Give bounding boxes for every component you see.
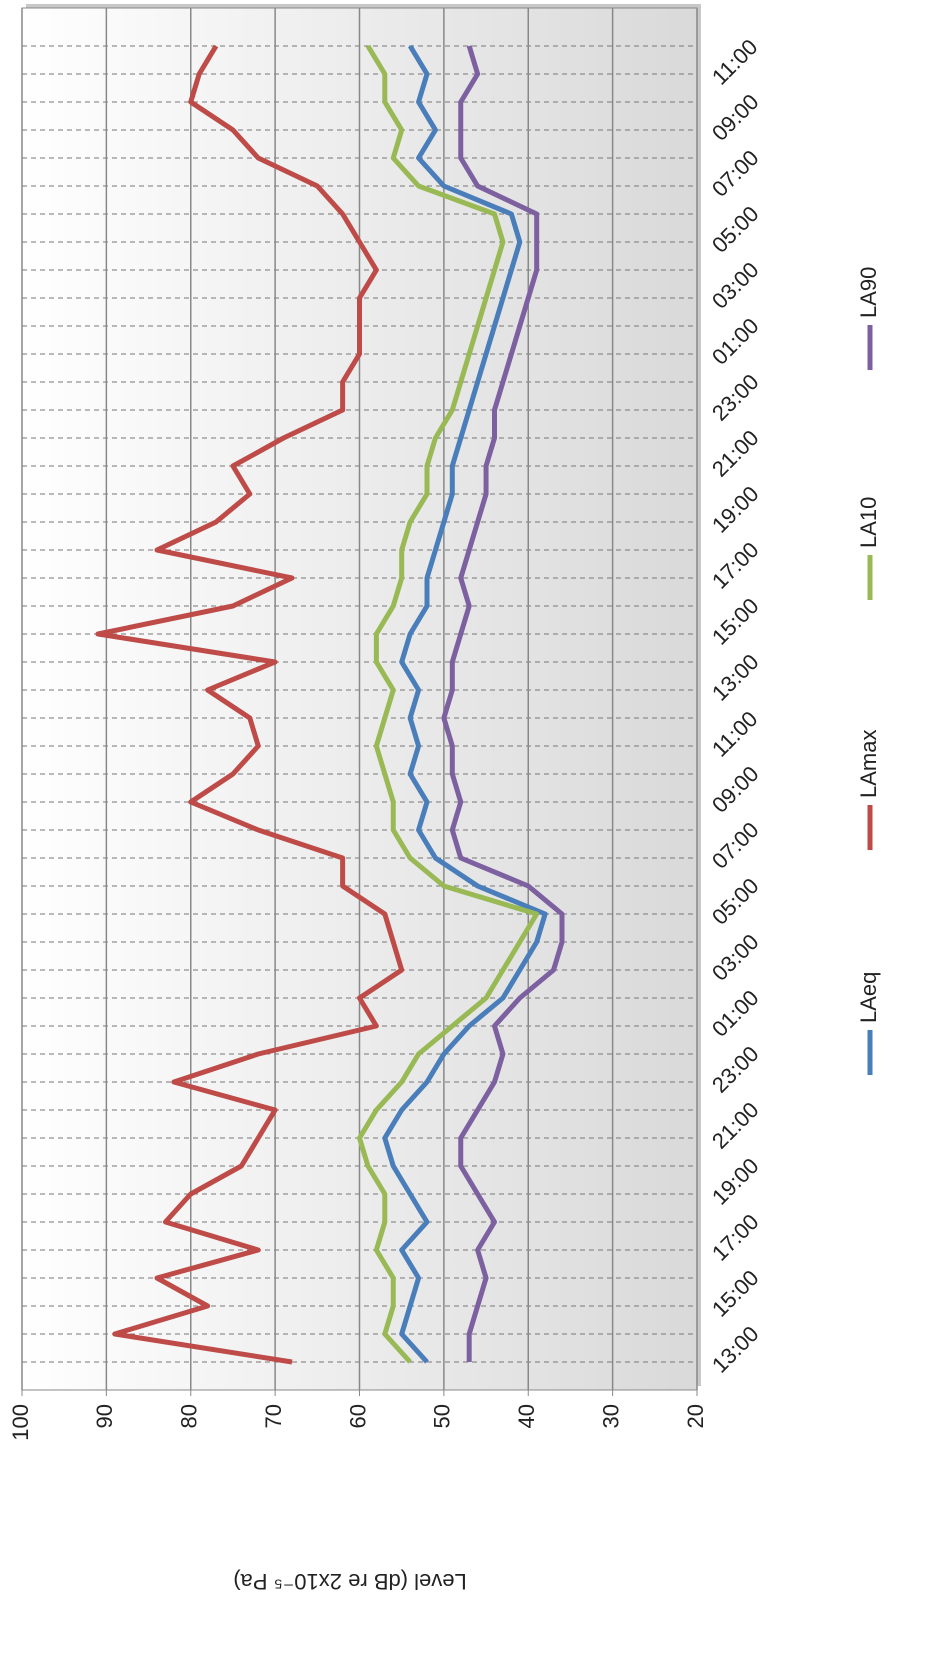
x-tick-label: 03:00	[707, 929, 764, 986]
x-tick-label: 15:00	[707, 1265, 764, 1322]
y-tick-label: 90	[92, 1404, 117, 1428]
y-tick-label: 70	[261, 1404, 286, 1428]
x-tick-label: 03:00	[707, 257, 764, 314]
x-tick-label: 15:00	[707, 593, 764, 650]
x-tick-label: 09:00	[707, 761, 764, 818]
x-tick-label: 01:00	[707, 985, 764, 1042]
y-tick-label: 20	[683, 1404, 708, 1428]
legend-label: LAeq	[856, 972, 881, 1023]
x-tick-label: 21:00	[707, 425, 764, 482]
x-tick-label: 07:00	[707, 145, 764, 202]
x-tick-label: 23:00	[707, 369, 764, 426]
x-tick-label: 09:00	[707, 89, 764, 146]
x-tick-label: 21:00	[707, 1097, 764, 1154]
x-tick-label: 13:00	[707, 649, 764, 706]
legend-label: LA90	[856, 267, 881, 318]
legend-label: LA10	[856, 497, 881, 548]
y-axis-title: Level (dB re 2x10⁻⁵ Pa)	[233, 1569, 467, 1594]
x-tick-label: 19:00	[707, 1153, 764, 1210]
x-tick-label: 05:00	[707, 873, 764, 930]
legend-label: LAmax	[856, 730, 881, 798]
x-tick-label: 11:00	[707, 34, 762, 89]
x-tick-label: 17:00	[707, 537, 764, 594]
y-tick-label: 40	[514, 1404, 539, 1428]
y-tick-label: 100	[8, 1404, 33, 1441]
series-line	[357, 44, 540, 1364]
y-tick-label: 30	[598, 1404, 623, 1428]
series-line	[441, 45, 565, 1362]
rotated-chart: Level (dB re 2x10⁻⁵ Pa) 20 30 40 50 60 70 80 90…	[8, 4, 881, 1594]
x-tick-label: 05:00	[707, 201, 764, 258]
y-tick-label: 50	[430, 1404, 455, 1428]
x-tick-label: 01:00	[707, 313, 764, 370]
series-line	[95, 44, 405, 1365]
x-tick-label: 23:00	[707, 1041, 764, 1098]
x-tick-label: 19:00	[707, 481, 764, 538]
x-tick-label: 11:00	[707, 706, 762, 761]
series-line	[382, 44, 548, 1364]
x-tick-label: 07:00	[707, 817, 764, 874]
y-tick-label: 60	[345, 1404, 370, 1428]
x-tick-label: 17:00	[707, 1209, 764, 1266]
x-tick-label: 13:00	[707, 1321, 764, 1378]
y-tick-label: 80	[177, 1404, 202, 1428]
